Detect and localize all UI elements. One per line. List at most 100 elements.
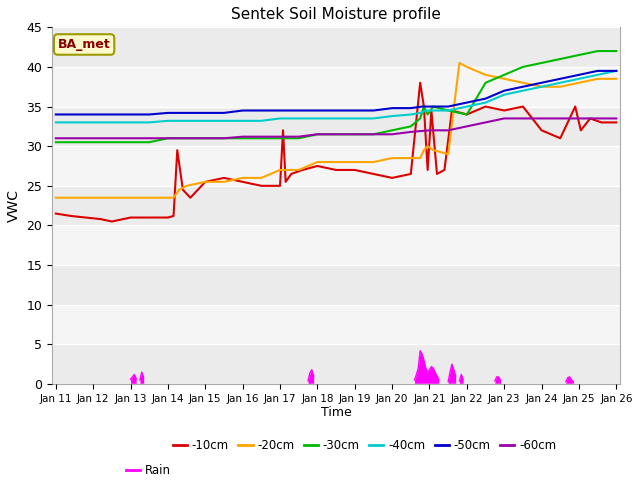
-50cm xyxy=(220,110,228,116)
Legend: Rain: Rain xyxy=(122,459,176,480)
-40cm xyxy=(70,120,78,125)
-20cm xyxy=(276,167,284,173)
-20cm xyxy=(416,155,424,161)
-60cm xyxy=(108,135,116,141)
-30cm xyxy=(276,135,284,141)
Line: -30cm: -30cm xyxy=(56,51,616,142)
-50cm xyxy=(332,108,340,113)
-10cm xyxy=(82,215,90,220)
-30cm xyxy=(295,135,303,141)
-50cm xyxy=(538,80,545,85)
-10cm xyxy=(179,187,187,192)
-50cm xyxy=(519,84,527,90)
-50cm xyxy=(314,108,321,113)
-30cm xyxy=(407,123,415,129)
-20cm xyxy=(164,195,172,201)
-10cm xyxy=(463,111,470,117)
-60cm xyxy=(426,128,433,133)
-20cm xyxy=(351,159,358,165)
-40cm xyxy=(556,80,564,85)
-10cm xyxy=(370,171,378,177)
-50cm xyxy=(418,104,426,109)
-60cm xyxy=(295,134,303,140)
-10cm xyxy=(276,183,284,189)
Line: -40cm: -40cm xyxy=(56,71,616,122)
Bar xyxy=(52,27,620,67)
-40cm xyxy=(482,100,490,106)
-30cm xyxy=(612,48,620,54)
-30cm xyxy=(52,139,60,145)
-60cm xyxy=(538,116,545,121)
-40cm xyxy=(108,120,116,125)
-30cm xyxy=(556,56,564,62)
-10cm xyxy=(332,167,340,173)
-30cm xyxy=(538,60,545,66)
-10cm xyxy=(145,215,153,220)
Text: BA_met: BA_met xyxy=(58,38,111,51)
-40cm xyxy=(164,118,172,124)
-10cm xyxy=(556,135,564,141)
-30cm xyxy=(314,132,321,137)
-40cm xyxy=(463,104,470,109)
-20cm xyxy=(239,175,246,181)
-60cm xyxy=(257,134,265,140)
-10cm xyxy=(500,108,508,113)
-60cm xyxy=(463,123,470,129)
-60cm xyxy=(127,135,134,141)
-20cm xyxy=(257,175,265,181)
-60cm xyxy=(52,135,60,141)
-40cm xyxy=(575,76,583,82)
-60cm xyxy=(220,135,228,141)
-10cm xyxy=(538,128,545,133)
Line: -60cm: -60cm xyxy=(56,119,616,138)
-50cm xyxy=(295,108,303,113)
-50cm xyxy=(594,68,602,74)
-60cm xyxy=(407,129,415,135)
-20cm xyxy=(575,80,583,85)
-20cm xyxy=(538,84,545,90)
-50cm xyxy=(276,108,284,113)
-20cm xyxy=(420,147,428,153)
-20cm xyxy=(463,64,470,70)
-40cm xyxy=(370,116,378,121)
-60cm xyxy=(239,134,246,140)
-20cm xyxy=(500,76,508,82)
-20cm xyxy=(70,195,78,201)
-30cm xyxy=(388,128,396,133)
-20cm xyxy=(175,187,183,192)
-20cm xyxy=(370,159,378,165)
-20cm xyxy=(429,147,437,153)
-20cm xyxy=(556,84,564,90)
-10cm xyxy=(420,104,428,109)
-60cm xyxy=(556,116,564,121)
-10cm xyxy=(416,80,424,85)
-10cm xyxy=(164,215,172,220)
-50cm xyxy=(612,68,620,74)
-20cm xyxy=(220,179,228,185)
-10cm xyxy=(482,104,490,109)
-10cm xyxy=(586,116,594,121)
-10cm xyxy=(186,195,194,201)
-50cm xyxy=(164,110,172,116)
-40cm xyxy=(314,116,321,121)
-20cm xyxy=(170,195,177,201)
-10cm xyxy=(440,167,448,173)
Bar xyxy=(52,305,620,344)
-60cm xyxy=(276,134,284,140)
-50cm xyxy=(183,110,191,116)
-50cm xyxy=(52,111,60,117)
-20cm xyxy=(295,167,303,173)
-30cm xyxy=(370,132,378,137)
-20cm xyxy=(388,155,396,161)
-30cm xyxy=(482,80,490,85)
-40cm xyxy=(145,120,153,125)
-10cm xyxy=(299,167,307,173)
-60cm xyxy=(594,116,602,121)
-50cm xyxy=(426,104,433,109)
-60cm xyxy=(351,132,358,137)
-10cm xyxy=(127,215,134,220)
-40cm xyxy=(127,120,134,125)
-40cm xyxy=(422,108,429,113)
-30cm xyxy=(70,139,78,145)
-30cm xyxy=(257,135,265,141)
